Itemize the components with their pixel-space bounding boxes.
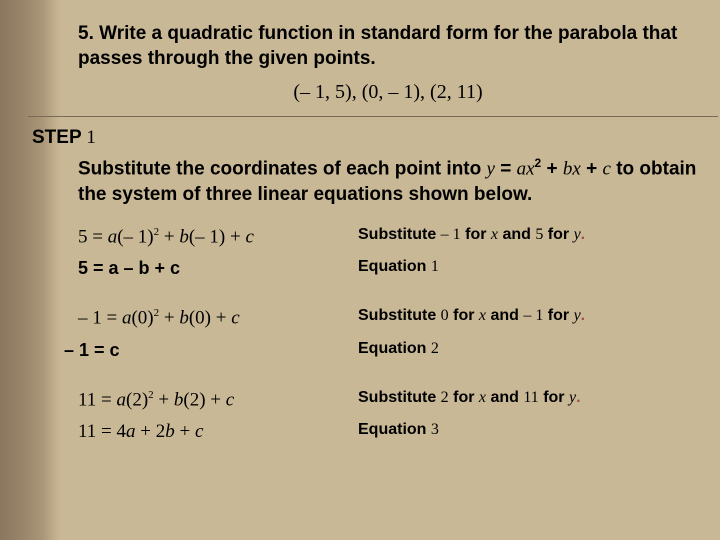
divider [28, 116, 718, 117]
equation-note: Equation 1 [358, 258, 678, 279]
explain-plus1: + [541, 159, 563, 180]
explain-x2: x [572, 159, 580, 180]
step-word: STEP [32, 127, 82, 148]
problem-heading: 5. Write a quadratic function in standar… [78, 22, 698, 71]
explain-plus2: + [581, 159, 603, 180]
equation-lhs: 11 = a(2)2 + b(2) + c [78, 389, 348, 411]
row-spacer [78, 371, 678, 379]
explain-a: a [517, 159, 527, 180]
step-number: 1 [86, 127, 96, 148]
equation-note: Equation 3 [358, 421, 678, 443]
equation-note: Equation 2 [358, 340, 678, 361]
equation-lhs: – 1 = a(0)2 + b(0) + c [78, 307, 348, 329]
step-explanation: Substitute the coordinates of each point… [78, 155, 698, 208]
equation-lhs: 5 = a(– 1)2 + b(– 1) + c [78, 226, 348, 248]
equation-note: Substitute 0 for x and – 1 for y. [358, 307, 678, 329]
equation-rows: 5 = a(– 1)2 + b(– 1) + c Substitute – 1 f… [78, 226, 698, 443]
equation-lhs: 5 = a – b + c [78, 258, 348, 279]
row-spacer [78, 289, 678, 297]
equation-lhs: – 1 = c [64, 340, 348, 361]
explain-x: x [526, 159, 534, 180]
explain-b: b [563, 159, 573, 180]
explain-y: y [487, 159, 495, 180]
equation-note: Substitute 2 for x and 11 for y. [358, 389, 678, 411]
equation-note: Substitute – 1 for x and 5 for y. [358, 226, 678, 248]
explain-pre: Substitute the coordinates of each point… [78, 159, 487, 180]
step-label: STEP 1 [32, 127, 698, 149]
equation-lhs: 11 = 4a + 2b + c [78, 421, 348, 443]
explain-mid: = [495, 159, 517, 180]
given-points: (– 1, 5), (0, – 1), (2, 11) [78, 81, 698, 104]
slide-content: 5. Write a quadratic function in standar… [78, 22, 698, 443]
explain-c: c [602, 159, 610, 180]
page-texture-left [0, 0, 60, 540]
